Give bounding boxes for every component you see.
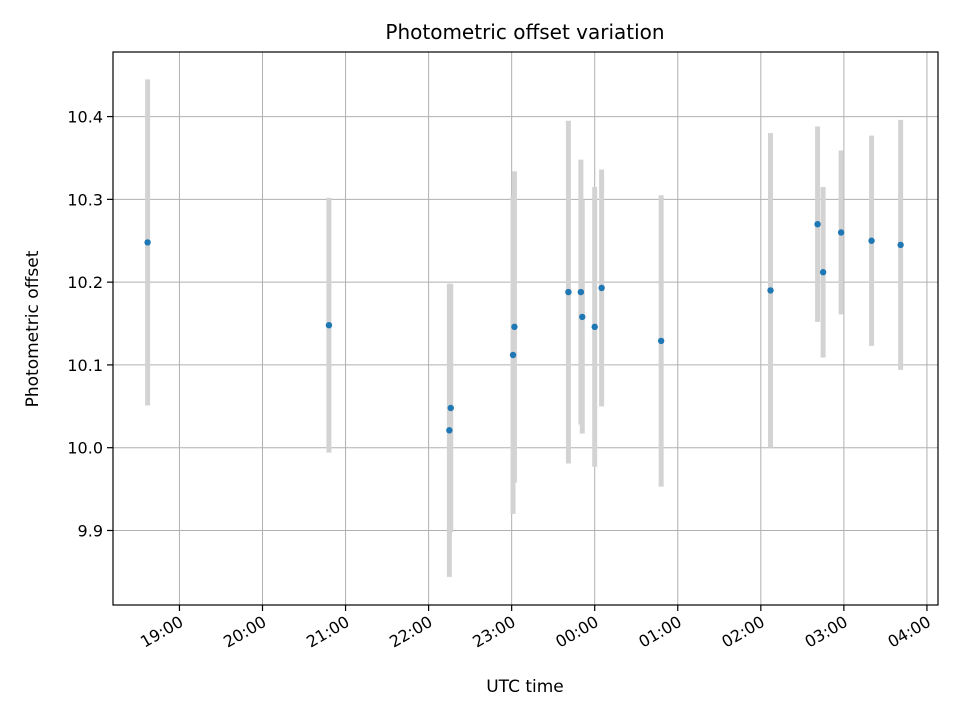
- data-point: [591, 323, 598, 331]
- error-bars: [145, 79, 904, 577]
- data-point: [509, 351, 517, 359]
- x-tick-label: 04:00: [884, 612, 933, 652]
- data-point: [814, 220, 821, 228]
- x-tick-label: 01:00: [635, 612, 684, 652]
- data-point: [579, 313, 586, 321]
- x-tick-label: 20:00: [220, 612, 269, 652]
- data-point: [837, 229, 845, 236]
- data-point: [819, 269, 827, 276]
- data-point: [446, 427, 453, 434]
- x-tick-label: 23:00: [469, 612, 518, 652]
- data-point: [144, 239, 151, 246]
- data-point: [447, 404, 454, 412]
- x-tick-label: 21:00: [303, 612, 352, 652]
- y-tick-label: 9.9: [78, 521, 103, 540]
- y-axis-label: Photometric offset: [23, 250, 43, 407]
- data-point: [511, 323, 518, 331]
- y-tick-label: 10.3: [67, 190, 103, 209]
- chart-title: Photometric offset variation: [385, 20, 664, 44]
- y-tick-label: 10.4: [67, 108, 103, 127]
- plot-frame: [112, 51, 939, 606]
- data-point: [657, 337, 665, 345]
- data-point: [325, 321, 333, 329]
- y-tick-label: 10.1: [67, 356, 103, 375]
- data-point: [598, 284, 605, 292]
- data-point: [577, 288, 585, 296]
- x-tick-label: 22:00: [386, 612, 435, 652]
- grid: [113, 52, 938, 605]
- data-point: [767, 287, 774, 294]
- y-tick-label: 10.2: [67, 273, 103, 292]
- x-axis-label: UTC time: [486, 677, 564, 697]
- x-tick-label: 02:00: [718, 612, 767, 652]
- x-tick-label: 00:00: [552, 612, 601, 652]
- y-tick-label: 10.0: [67, 439, 103, 458]
- axis-ticks: 19:00 20:00 21:00 22:00 23:00 00:00 01:00 02:00…: [67, 108, 934, 652]
- x-tick-label: 03:00: [801, 612, 850, 652]
- data-point: [868, 237, 875, 244]
- x-tick-label: 19:00: [137, 612, 186, 652]
- data-points: [144, 220, 904, 434]
- data-point: [897, 241, 904, 249]
- data-point: [565, 288, 572, 296]
